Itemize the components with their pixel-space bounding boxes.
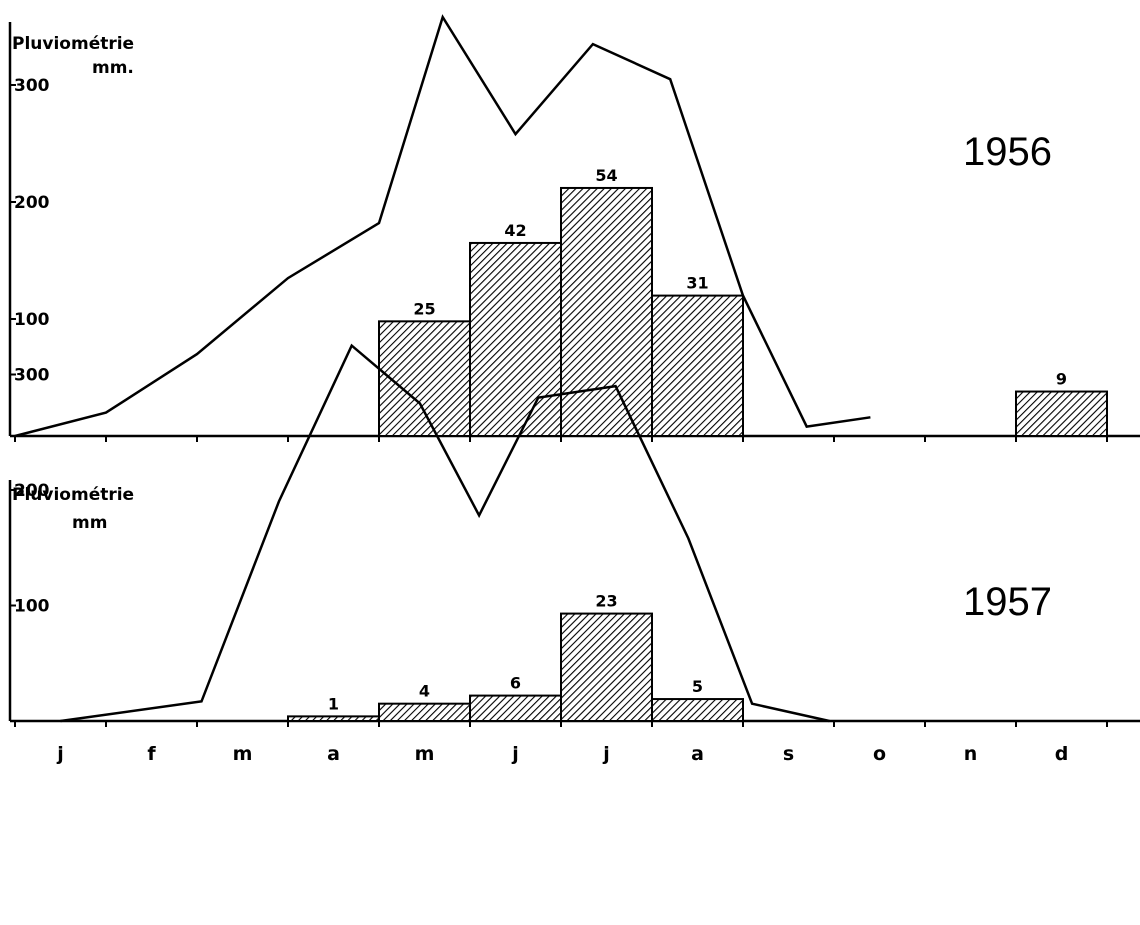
panel-1956: Pluviométrie mm. 1956 100 200 300 25 42 54 31 9 xyxy=(8,14,1140,442)
bar-1956-11 xyxy=(1015,390,1108,438)
month-label: a xyxy=(327,743,340,765)
bar-1956-6 xyxy=(560,186,653,437)
month-label: o xyxy=(873,743,886,765)
month-label: j xyxy=(602,743,610,765)
rainfall-line-1956 xyxy=(14,14,871,438)
y-axis-label-1956: Pluviométrie xyxy=(12,34,134,54)
bar-1957-3 xyxy=(287,715,380,723)
month-label: f xyxy=(147,743,156,765)
bar-label-1956-5: 42 xyxy=(504,221,526,240)
bar-label-1957-6: 23 xyxy=(595,592,617,611)
month-label: m xyxy=(233,743,253,765)
month-label: d xyxy=(1055,743,1069,765)
y-tick-label: 100 xyxy=(14,597,50,617)
y-tick-label: 200 xyxy=(14,193,50,213)
month-label: s xyxy=(783,743,794,765)
y-tick-label: 300 xyxy=(14,366,50,386)
panel-1957: Pluviométrie mm 1957 100 200 300 1 4 6 23 5 xyxy=(8,343,1140,727)
y-tick-label: 300 xyxy=(14,76,50,96)
month-label: a xyxy=(691,743,704,765)
bar-1957-7 xyxy=(651,698,744,722)
y-axis-unit-1956: mm. xyxy=(92,58,134,78)
y-tick-label: 200 xyxy=(14,481,50,501)
y-axis-unit-1957: mm xyxy=(72,513,107,533)
month-label: j xyxy=(511,743,519,765)
bar-1957-4 xyxy=(378,702,471,722)
y-tick-label: 100 xyxy=(14,310,50,330)
marks-1956: 100 200 300 25 42 54 31 9 xyxy=(8,14,1140,442)
rainfall-line-1957 xyxy=(60,343,830,723)
bar-label-1956-6: 54 xyxy=(595,166,617,185)
bar-1956-5 xyxy=(469,241,562,437)
year-title-1957: 1957 xyxy=(963,580,1052,624)
bar-1957-6 xyxy=(560,612,653,723)
year-title-1956: 1956 xyxy=(963,130,1052,174)
month-label: m xyxy=(415,743,435,765)
bar-label-1956-4: 25 xyxy=(413,299,435,318)
bar-label-1957-4: 4 xyxy=(419,682,430,701)
bar-label-1957-5: 6 xyxy=(510,674,521,693)
bar-label-1956-11: 9 xyxy=(1056,370,1067,389)
bar-1956-7 xyxy=(651,294,744,437)
bar-label-1956-7: 31 xyxy=(686,274,708,293)
y-axis-label-1957: Pluviométrie xyxy=(12,485,134,505)
bar-1957-5 xyxy=(469,694,562,723)
marks-1957: 100 200 300 1 4 6 23 5 xyxy=(8,343,1140,727)
bar-label-1957-3: 1 xyxy=(328,694,339,713)
month-label: n xyxy=(964,743,978,765)
month-label: j xyxy=(56,743,64,765)
bar-label-1957-7: 5 xyxy=(692,677,703,696)
